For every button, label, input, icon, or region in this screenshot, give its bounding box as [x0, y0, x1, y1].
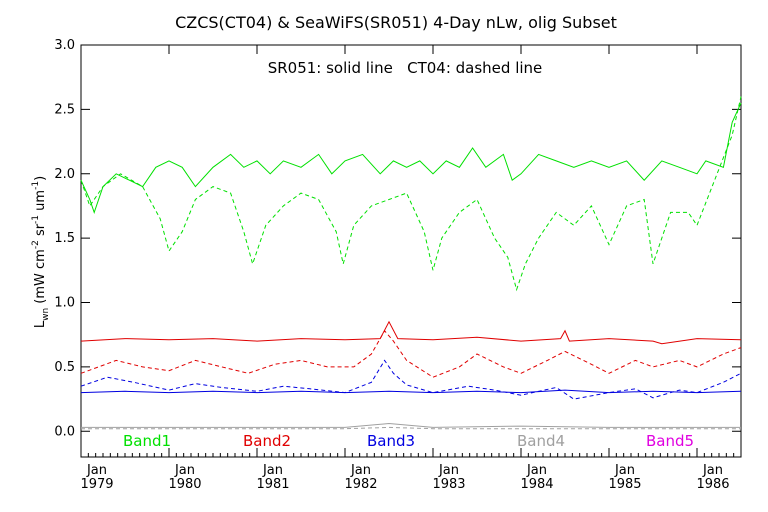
x-tick-year: 1980 [168, 477, 201, 492]
x-tick-year: 1979 [80, 477, 113, 492]
series-band4-solid [81, 422, 741, 428]
series-band2-dashed [80, 329, 742, 378]
y-tick-label: 0.5 [54, 360, 75, 375]
series-band3-solid [80, 389, 742, 394]
legend-band1: Band1 [123, 432, 171, 450]
y-tick-label: 1.5 [54, 231, 75, 246]
chart-title: CZCS(CT04) & SeaWiFS(SR051) 4-Day nLw, o… [175, 13, 617, 32]
x-tick-year: 1984 [520, 477, 553, 492]
series-band3-dashed [80, 359, 742, 400]
series-layer [80, 96, 742, 430]
x-tick-month: Jan [262, 463, 283, 478]
x-tick-month: Jan [174, 463, 195, 478]
legend-band4: Band4 [517, 432, 565, 450]
y-tick-label: 2.5 [54, 102, 75, 117]
series-band1-solid [80, 102, 742, 214]
series-band2-solid [80, 320, 742, 345]
x-tick-month: Jan [526, 463, 547, 478]
y-tick-label: 2.0 [54, 167, 75, 182]
x-tick-year: 1981 [256, 477, 289, 492]
x-axis: Jan1979Jan1980Jan1981Jan1982Jan1983Jan19… [80, 45, 742, 492]
y-axis: 0.0 0.5 1.0 1.5 2.0 2.5 3.0 [54, 38, 741, 439]
x-tick-year: 1985 [608, 477, 641, 492]
x-tick-year: 1982 [344, 477, 377, 492]
legend-band3: Band3 [367, 432, 415, 450]
legend: Band1 Band2 Band3 Band4 Band5 [123, 432, 694, 450]
x-tick-year: 1983 [432, 477, 465, 492]
line-style-annotation: SR051: solid line CT04: dashed line [268, 59, 543, 77]
y-axis-label: Lwn (mW cm-2 sr-1 um-1) [31, 176, 51, 328]
series-band4-dashed [81, 426, 741, 430]
x-tick-month: Jan [350, 463, 371, 478]
y-tick-label: 1.0 [54, 296, 75, 311]
x-tick-month: Jan [614, 463, 635, 478]
y-tick-label: 0.0 [54, 424, 75, 439]
x-tick-month: Jan [702, 463, 723, 478]
x-tick-month: Jan [438, 463, 459, 478]
x-tick-year: 1986 [696, 477, 729, 492]
legend-band5: Band5 [646, 432, 694, 450]
y-tick-label: 3.0 [54, 38, 75, 53]
legend-band2: Band2 [243, 432, 291, 450]
x-tick-month: Jan [86, 463, 107, 478]
